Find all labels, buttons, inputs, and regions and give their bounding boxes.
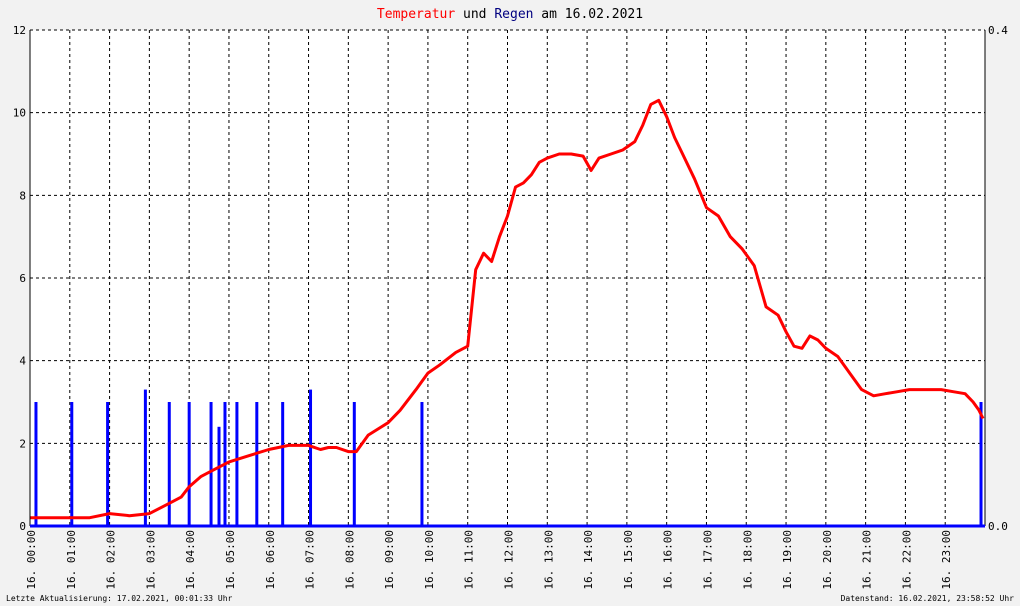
rain-bar: [352, 402, 356, 526]
x-tick-label: 16. 04:00: [184, 530, 197, 590]
x-tick-label: 16. 05:00: [224, 530, 237, 590]
y-right-tick-label: 0.4: [988, 24, 1008, 37]
x-tick-label: 16. 22:00: [900, 530, 913, 590]
x-tick-label: 16. 14:00: [582, 530, 595, 590]
y-tick-label: 0: [19, 520, 26, 533]
grid-lines: [30, 29, 985, 526]
rain-bar: [309, 389, 313, 526]
rain-bar: [235, 402, 239, 526]
x-tick-label: 16. 00:00: [25, 530, 38, 590]
rain-bar: [106, 402, 110, 526]
chart-title: Temperatur und Regen am 16.02.2021: [377, 7, 643, 22]
x-tick-label: 16. 02:00: [105, 530, 118, 590]
rain-bar: [167, 402, 171, 526]
x-tick-label: 16. 09:00: [383, 530, 396, 590]
temperature-line: [30, 98, 985, 520]
rain-bar: [34, 402, 38, 526]
y-axis-right-labels: 0.0 0.4: [988, 24, 1008, 533]
rain-bar: [143, 389, 147, 526]
x-tick-label: 16. 13:00: [542, 530, 555, 590]
x-tick-label: 16. 08:00: [343, 530, 356, 590]
x-tick-label: 16. 23:00: [940, 530, 953, 590]
title-part-and: und: [455, 7, 494, 22]
x-tick-label: 16. 21:00: [861, 530, 874, 590]
y-tick-label: 4: [19, 355, 26, 368]
x-axis-labels: 16. 00:00 16. 01:00 16. 02:00 16. 03:00 16. …: [25, 530, 953, 590]
x-tick-label: 16. 16:00: [662, 530, 675, 590]
rain-bar: [979, 402, 983, 526]
x-tick-label: 16. 12:00: [503, 530, 516, 590]
x-tick-label: 16. 15:00: [622, 530, 635, 590]
x-tick-label: 16. 06:00: [264, 530, 277, 590]
rain-bar: [187, 402, 191, 526]
y-tick-label: 12: [13, 24, 26, 37]
x-tick-label: 16. 17:00: [701, 530, 714, 590]
rain-bar: [420, 402, 424, 526]
y-tick-label: 8: [19, 189, 26, 202]
x-tick-label: 16. 18:00: [741, 530, 754, 590]
footer-data-status: Datenstand: 16.02.2021, 23:58:52 Uhr: [841, 594, 1015, 603]
title-part-temperature: Temperatur: [377, 7, 455, 22]
x-tick-label: 16. 03:00: [144, 530, 157, 590]
y-axis-left-labels: 0 2 4 6 8 10 12: [13, 24, 27, 533]
y-tick-label: 10: [13, 107, 26, 120]
title-part-rain: Regen: [494, 7, 533, 22]
y-tick-label: 2: [19, 437, 26, 450]
rain-bar: [209, 402, 213, 526]
x-tick-label: 16. 01:00: [65, 530, 78, 590]
footer-last-update: Letzte Aktualisierung: 17.02.2021, 00:01…: [6, 594, 233, 603]
rain-bar: [70, 402, 74, 526]
x-tick-label: 16. 20:00: [821, 530, 834, 590]
rain-bar: [217, 426, 221, 526]
x-tick-label: 16. 07:00: [304, 530, 317, 590]
rain-bar: [281, 402, 285, 526]
rain-bar: [255, 402, 259, 526]
y-right-tick-label: 0.0: [988, 520, 1008, 533]
y-tick-label: 6: [19, 272, 26, 285]
x-tick-label: 16. 19:00: [781, 530, 794, 590]
x-tick-label: 16. 10:00: [423, 530, 436, 590]
title-part-date: am 16.02.2021: [533, 7, 643, 22]
x-tick-label: 16. 11:00: [463, 530, 476, 590]
